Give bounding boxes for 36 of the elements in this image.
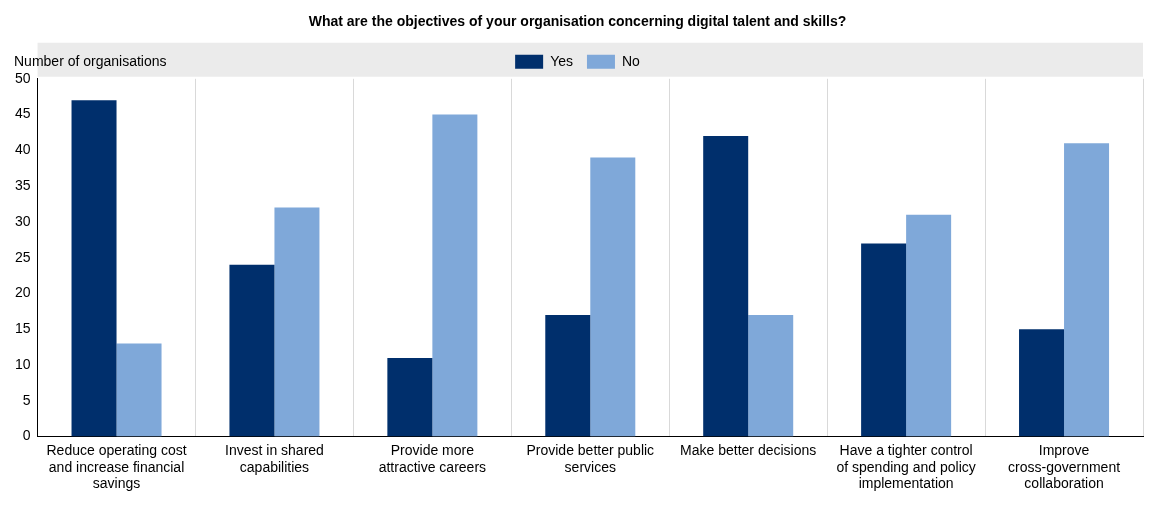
y-tick-label: 30 [14,212,31,229]
bar [748,314,794,437]
bar [1064,143,1110,437]
x-tick-label: Reduce operating cost and increase financial savings [46,441,187,492]
bar [703,136,749,437]
x-tick-label: Have a tighter control of spending and policy implementation [836,441,976,492]
bar [387,357,433,437]
bar [229,264,275,437]
y-tick-label: 25 [14,248,31,265]
y-tick-label: 5 [22,391,31,408]
x-tick-label: Provide better public services [526,441,655,475]
y-axis-title: Number of organisations [14,52,167,69]
y-tick-label: 40 [14,141,31,158]
y-tick-label: 0 [22,427,31,444]
bar [274,207,320,437]
y-tick-label: 50 [14,69,31,86]
bar [116,343,162,437]
legend-label: No [621,52,641,69]
x-tick-label: Invest in shared capabilities [225,441,324,475]
bar [861,243,907,437]
bar [590,157,636,437]
chart-title: What are the objectives of your organisation concerning digital talent and skills? [308,13,847,30]
y-tick-label: 45 [14,105,31,122]
x-tick-label: Improve cross-government collaboration [1008,441,1121,492]
bar [906,214,952,437]
y-tick-label: 15 [14,320,31,337]
x-tick-label: Provide more attractive careers [378,441,487,475]
y-tick-label: 20 [14,284,31,301]
bar [432,114,478,437]
y-tick-label: 10 [14,355,31,372]
legend-label: Yes [550,52,573,69]
bar [1019,329,1065,437]
bar [71,100,117,437]
y-tick-label: 35 [14,177,31,193]
x-tick-label: Make better decisions [680,441,817,458]
bar [545,314,591,437]
